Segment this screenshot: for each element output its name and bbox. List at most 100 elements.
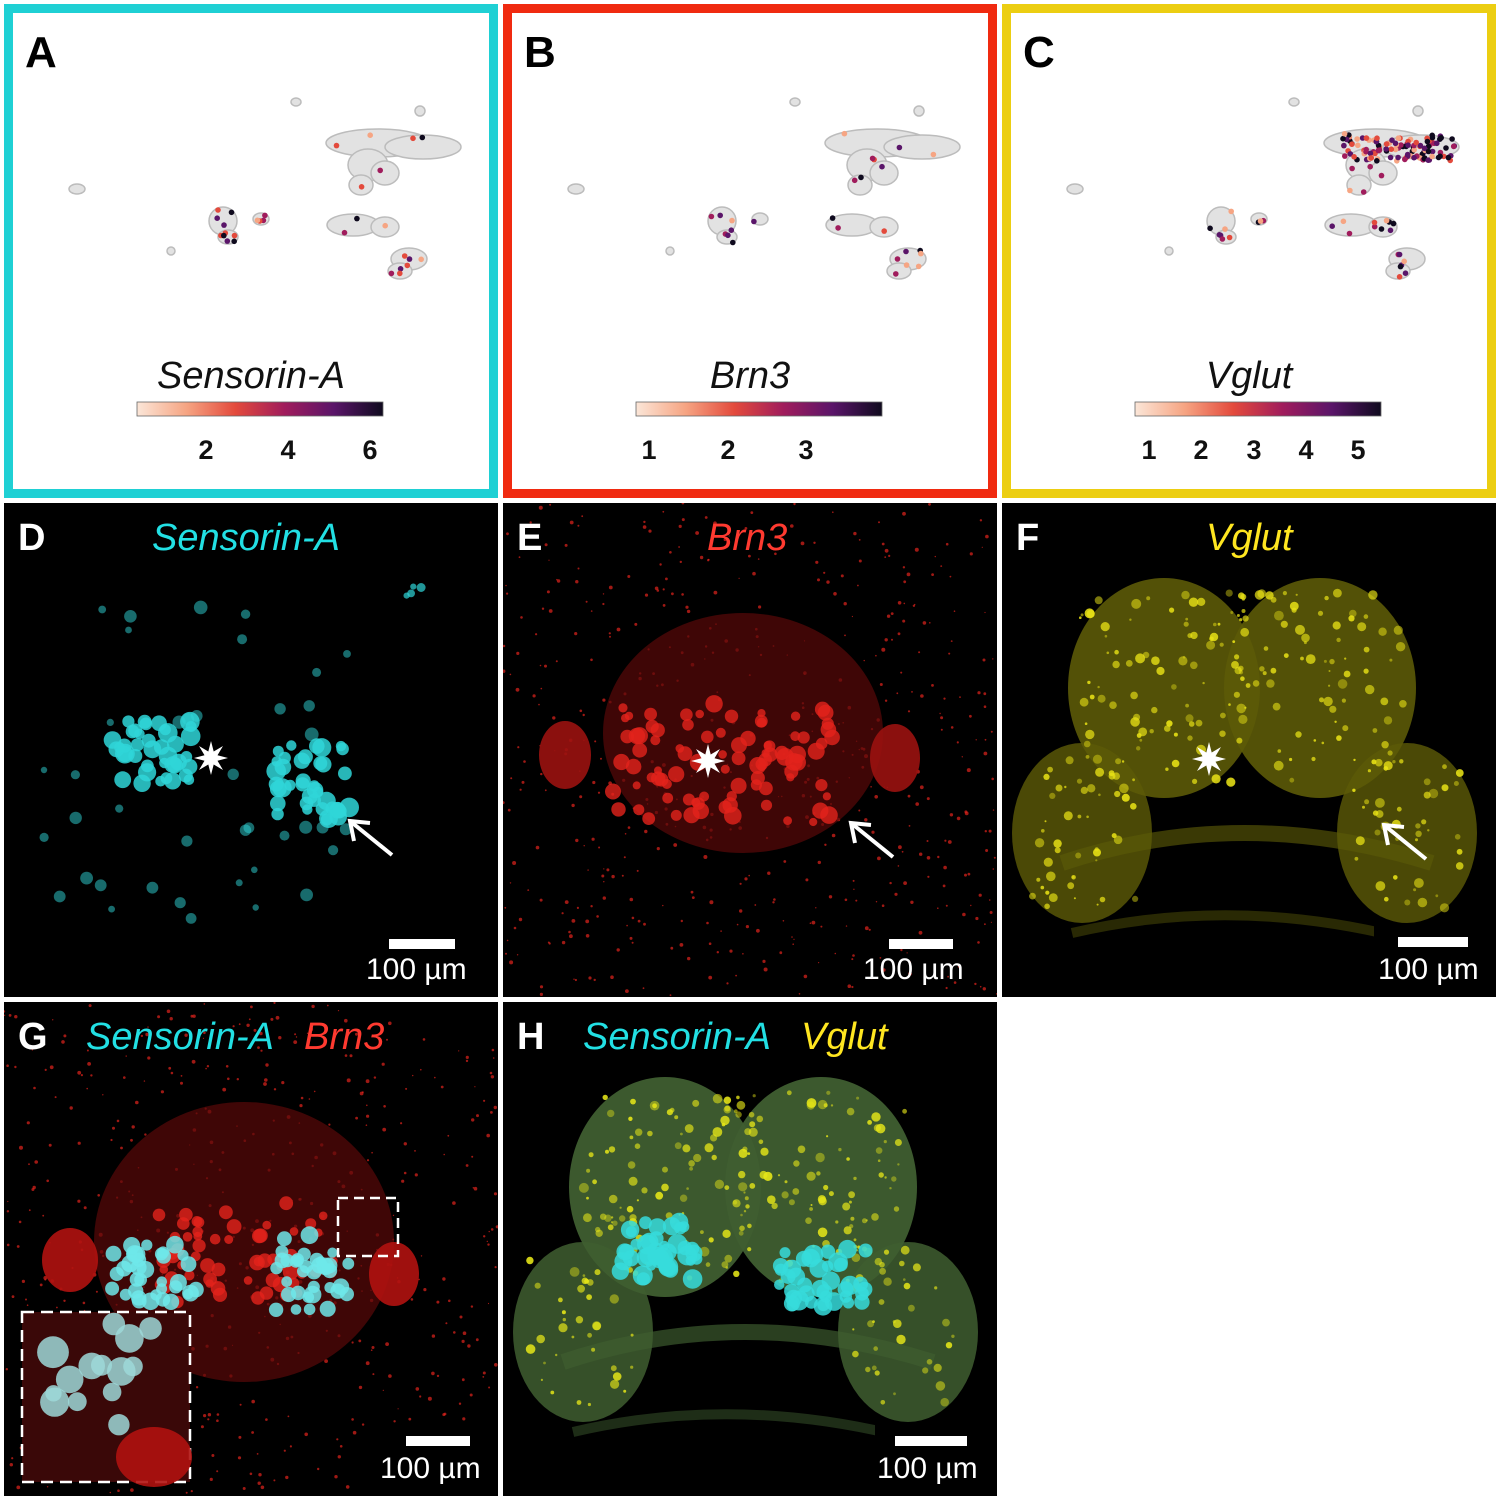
background-speckle (507, 808, 511, 812)
vglut-puncta (1098, 793, 1101, 797)
background-speckle (894, 892, 898, 896)
background-speckle (544, 789, 547, 792)
background-speckle (879, 683, 883, 686)
labelled-cell (190, 710, 203, 722)
vglut-puncta (1136, 733, 1142, 738)
background-speckle (977, 691, 981, 695)
labelled-cell (209, 1233, 221, 1245)
cell-cluster (370, 160, 400, 186)
background-speckle (529, 521, 532, 524)
background-speckle (102, 1094, 104, 1096)
background-speckle (840, 574, 844, 578)
labelled-cell (98, 605, 107, 614)
background-speckle (564, 900, 569, 904)
background-speckle (436, 1300, 440, 1304)
background-speckle (673, 843, 678, 847)
expression-dot (231, 238, 237, 245)
vglut-puncta (647, 1130, 653, 1137)
vglut-puncta (607, 1109, 615, 1118)
labelled-cell (174, 897, 186, 909)
background-speckle (467, 1344, 471, 1348)
labelled-cell (312, 667, 322, 677)
labelled-cell (274, 703, 286, 715)
labelled-cell (279, 830, 290, 841)
vglut-puncta (1383, 766, 1389, 771)
background-speckle (654, 586, 659, 591)
expression-dot (1371, 219, 1378, 226)
background-speckle (192, 1014, 196, 1018)
vglut-puncta (1399, 759, 1404, 764)
labelled-cell (184, 1270, 195, 1281)
background-speckle (487, 1243, 490, 1246)
background-speckle (471, 1118, 475, 1122)
background-speckle (845, 925, 848, 927)
expression-dot (1411, 147, 1417, 153)
vglut-puncta (550, 1390, 555, 1395)
vglut-puncta (1132, 778, 1135, 782)
vglut-puncta (1132, 895, 1139, 902)
background-speckle (706, 921, 709, 925)
background-speckle (594, 740, 597, 743)
labelled-cell (303, 700, 315, 712)
background-speckle (109, 1491, 112, 1494)
background-speckle (346, 1078, 351, 1083)
background-speckle (547, 941, 550, 944)
vglut-puncta (1217, 622, 1221, 626)
vglut-puncta (894, 1139, 902, 1146)
background-speckle (757, 558, 760, 560)
vglut-puncta (629, 1214, 637, 1222)
inset-body (116, 1427, 192, 1487)
vglut-puncta (1125, 660, 1133, 667)
expression-dot (725, 232, 731, 239)
background-speckle (634, 622, 638, 626)
background-speckle (549, 503, 552, 506)
vglut-puncta (1295, 593, 1298, 596)
vglut-puncta (1151, 656, 1160, 665)
background-speckle (257, 1481, 261, 1485)
background-speckle (823, 571, 826, 574)
labelled-cell (803, 1244, 824, 1265)
background-speckle (948, 652, 951, 655)
labelled-cell (815, 779, 828, 792)
vglut-puncta (874, 1370, 880, 1376)
expression-dot (708, 213, 715, 220)
background-speckle (752, 571, 756, 576)
vglut-puncta (1348, 615, 1355, 622)
vglut-puncta (865, 1219, 868, 1222)
background-speckle (729, 949, 733, 953)
background-speckle (516, 651, 520, 655)
background-speckle (745, 925, 749, 929)
labelled-cell (756, 717, 767, 728)
scale-bar (895, 1436, 967, 1446)
background-speckle (756, 928, 760, 933)
background-speckle (403, 1171, 407, 1175)
micrograph-e (503, 503, 997, 997)
background-speckle (877, 856, 881, 861)
vglut-puncta (1295, 731, 1302, 738)
vglut-puncta (1029, 892, 1036, 900)
labelled-cell (675, 744, 685, 753)
vglut-puncta (1435, 894, 1439, 898)
background-speckle (521, 540, 524, 544)
background-speckle (414, 1150, 416, 1152)
background-speckle (516, 954, 519, 956)
background-speckle (983, 751, 988, 756)
labelled-cell (715, 727, 726, 738)
vglut-puncta (1289, 601, 1299, 611)
labelled-cell (278, 751, 291, 765)
vglut-puncta (536, 1334, 545, 1344)
background-speckle (504, 906, 507, 909)
colorbar-tick: 3 (1246, 435, 1262, 465)
labelled-cell (252, 904, 259, 911)
vglut-puncta (641, 1187, 648, 1194)
vglut-puncta (1323, 696, 1333, 707)
vglut-puncta (1084, 608, 1095, 619)
labelled-cell (80, 871, 93, 885)
background-speckle (826, 580, 830, 584)
vglut-puncta (883, 1249, 890, 1255)
background-speckle (546, 590, 550, 594)
vglut-puncta (1329, 658, 1335, 665)
labelled-cell (290, 1285, 306, 1301)
background-speckle (453, 1331, 456, 1334)
labelled-cell (750, 771, 765, 785)
